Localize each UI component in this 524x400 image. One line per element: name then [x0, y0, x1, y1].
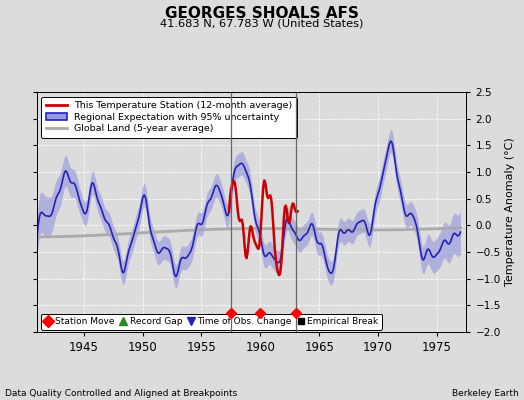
Legend: Station Move, Record Gap, Time of Obs. Change, Empirical Break: Station Move, Record Gap, Time of Obs. C…	[41, 314, 382, 330]
Text: GEORGES SHOALS AFS: GEORGES SHOALS AFS	[165, 6, 359, 21]
Text: Berkeley Earth: Berkeley Earth	[452, 389, 519, 398]
Text: Data Quality Controlled and Aligned at Breakpoints: Data Quality Controlled and Aligned at B…	[5, 389, 237, 398]
Text: 41.683 N, 67.783 W (United States): 41.683 N, 67.783 W (United States)	[160, 18, 364, 28]
Y-axis label: Temperature Anomaly (°C): Temperature Anomaly (°C)	[505, 138, 515, 286]
